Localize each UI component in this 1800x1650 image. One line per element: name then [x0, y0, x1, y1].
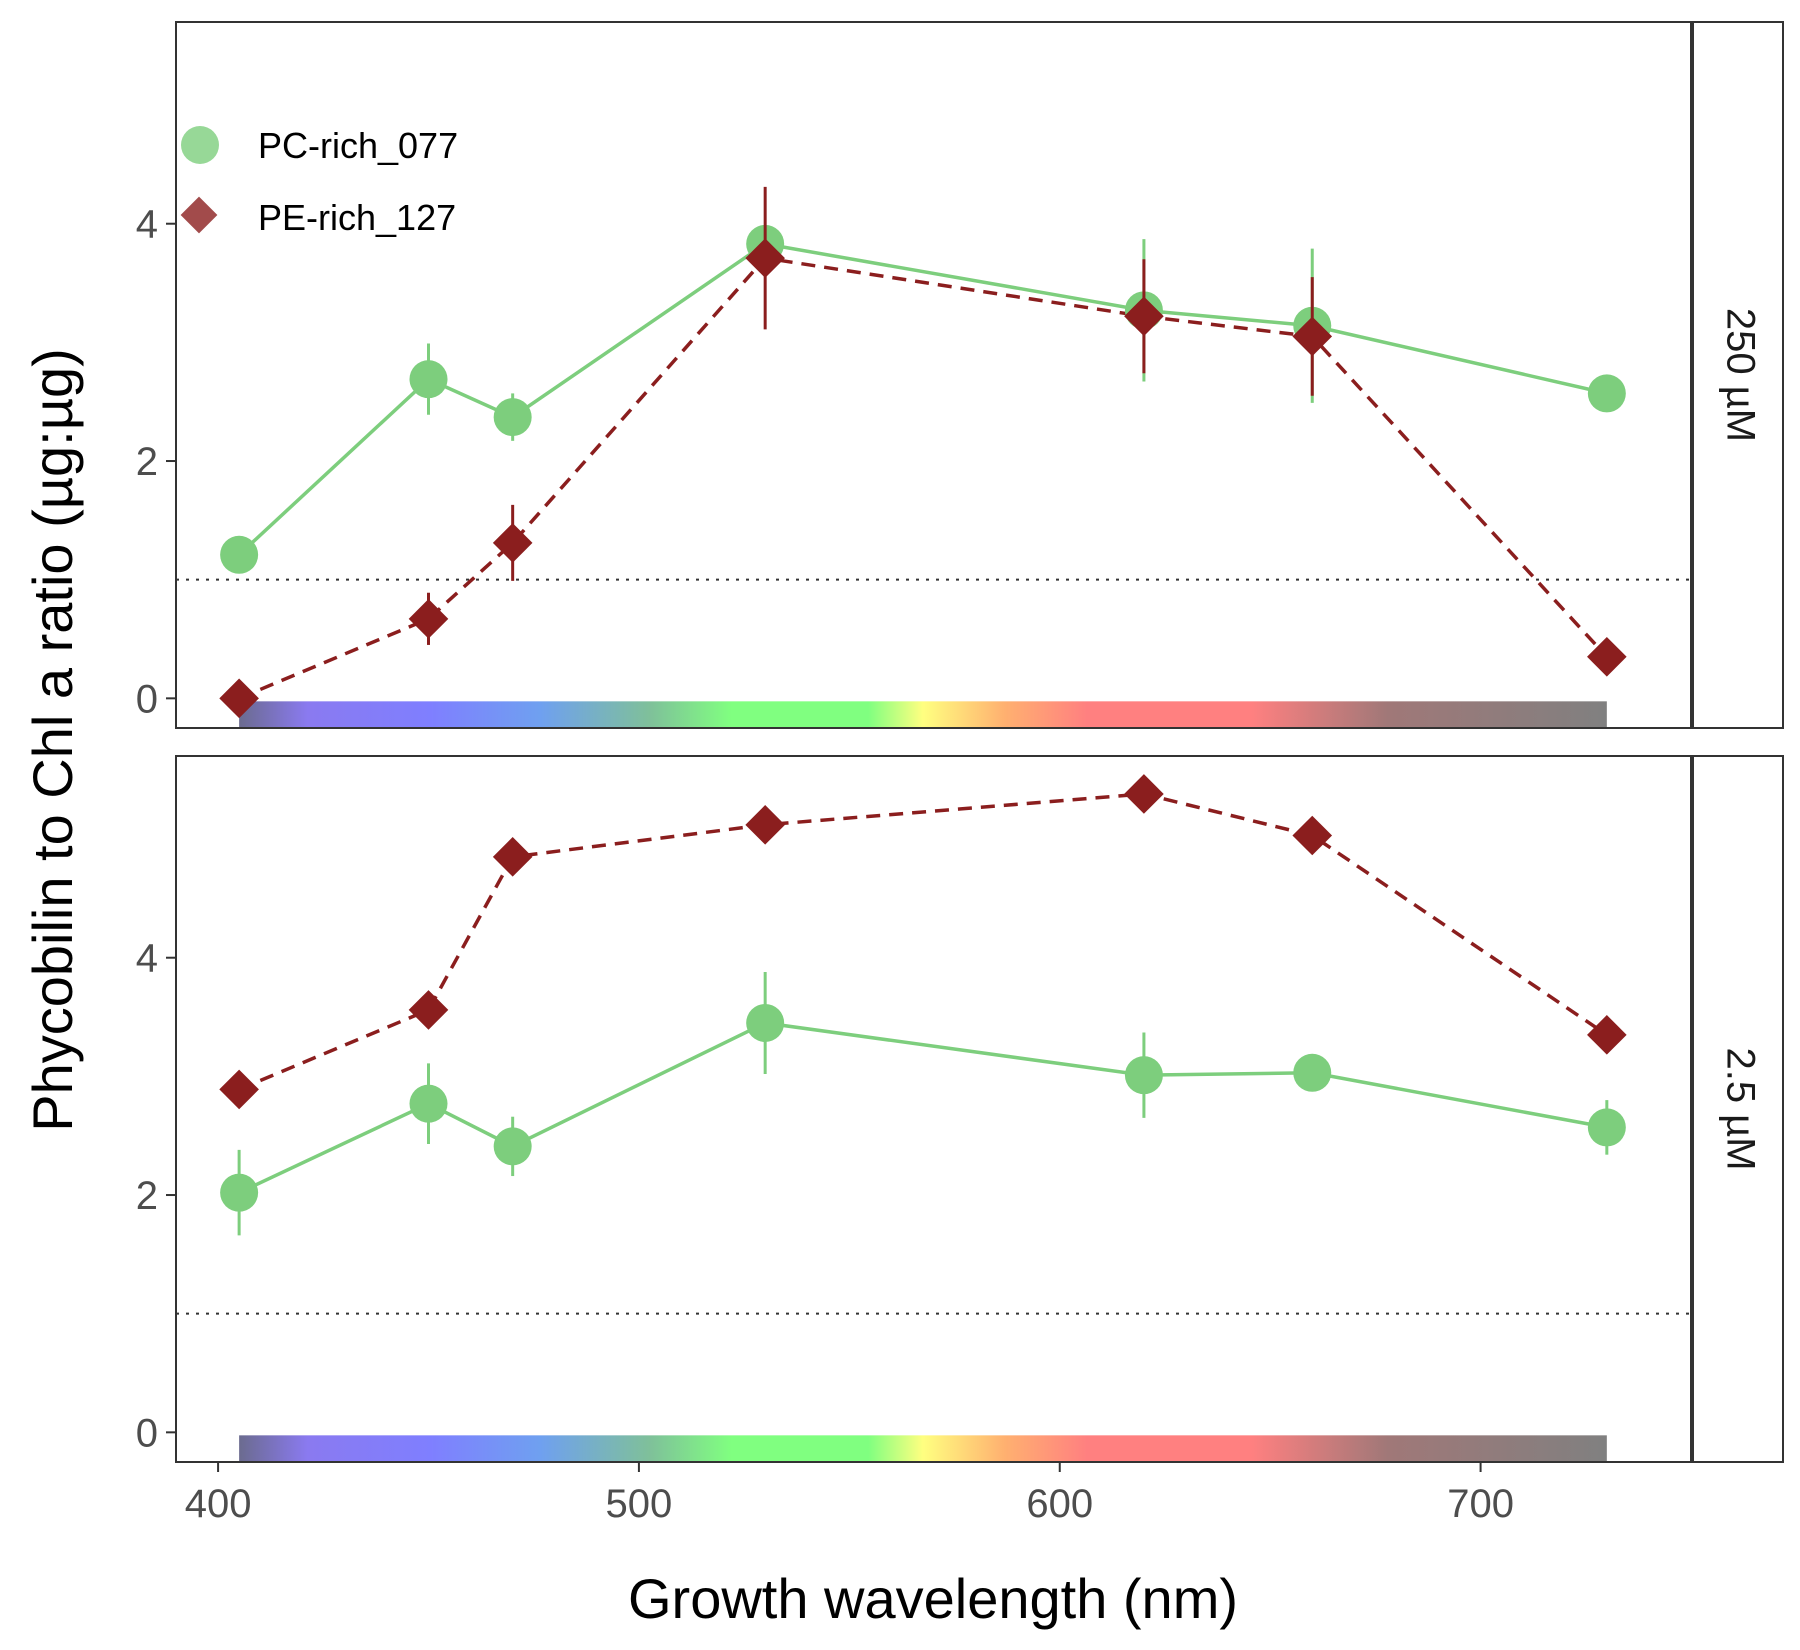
data-point-diamond	[492, 837, 533, 877]
axes: 0 2 4 0 2 4 400 500 600 700	[136, 203, 1514, 1526]
x-tick-label: 700	[1447, 1482, 1514, 1526]
y-tick-label: 0	[136, 677, 158, 721]
data-point-circle	[1293, 1053, 1332, 1092]
panel-border	[175, 755, 1692, 1463]
data-point-diamond	[745, 805, 785, 845]
panel-250uM: 250 µM	[175, 21, 1784, 729]
data-point-circle	[1587, 1108, 1626, 1147]
data-point-circle	[493, 1127, 532, 1166]
data-point-circle	[1587, 374, 1626, 413]
data-point-circle	[220, 535, 259, 574]
legend-label: PC-rich_077	[258, 125, 458, 166]
y-tick-label: 2	[136, 440, 158, 484]
legend-label: PE-rich_127	[258, 197, 456, 238]
strip-label: 250 µM	[1718, 308, 1762, 442]
data-point-diamond	[1587, 637, 1627, 677]
data-point-circle	[409, 1084, 448, 1123]
strip-background	[1692, 755, 1784, 1463]
facet-strip: 2.5 µM	[1692, 755, 1784, 1463]
facet-strip: 250 µM	[1692, 21, 1784, 729]
legend-key-circle	[181, 126, 219, 164]
x-tick-label: 500	[606, 1482, 673, 1526]
data-point-diamond	[219, 678, 259, 719]
y-tick-label: 0	[136, 1411, 158, 1455]
y-tick-label: 4	[136, 937, 158, 981]
panel-background	[176, 756, 1691, 1462]
y-tick-label: 2	[136, 1174, 158, 1218]
data-point-circle	[220, 1173, 259, 1212]
data-point-circle	[409, 360, 448, 399]
y-tick-label: 4	[136, 203, 158, 247]
x-tick-label: 600	[1026, 1482, 1093, 1526]
wavelength-color-band	[239, 1435, 1607, 1462]
panel-series	[219, 186, 1627, 719]
strip-label: 2.5 µM	[1718, 1047, 1762, 1170]
x-axis-title: Growth wavelength (nm)	[628, 1567, 1238, 1630]
data-point-diamond	[408, 990, 449, 1030]
panel-2.5uM: 2.5 µM	[175, 755, 1784, 1463]
y-axis-title: Phycobilin to Chl a ratio (µg:µg)	[21, 348, 84, 1132]
data-point-diamond	[745, 238, 785, 278]
wavelength-color-band	[239, 701, 1607, 728]
data-point-diamond	[1124, 774, 1164, 814]
data-point-diamond	[1292, 815, 1333, 856]
data-point-circle	[1124, 1056, 1163, 1095]
legend-key-diamond	[180, 196, 218, 234]
panel-border	[175, 21, 1692, 729]
data-point-circle	[493, 398, 532, 437]
x-tick-label: 400	[185, 1482, 252, 1526]
data-point-circle	[746, 1003, 785, 1042]
data-point-diamond	[408, 599, 449, 639]
strip-background	[1692, 21, 1784, 729]
legend: PC-rich_077 PE-rich_127	[180, 125, 458, 238]
panel-series	[219, 774, 1627, 1236]
